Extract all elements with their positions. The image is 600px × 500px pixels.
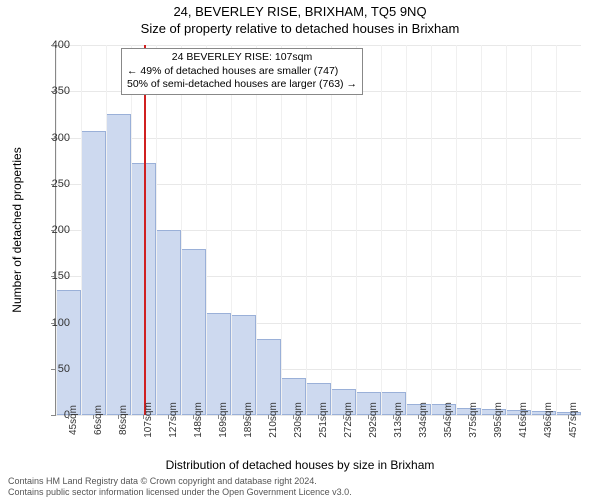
page-title: 24, BEVERLEY RISE, BRIXHAM, TQ5 9NQ [0,4,600,19]
xtick-mark [68,415,69,419]
xtick-label: 45sqm [68,405,79,435]
ytick-mark [51,415,55,416]
xtick-mark [543,415,544,419]
plot-area: 24 BEVERLEY RISE: 107sqm← 49% of detache… [55,45,581,416]
gridline-v [256,45,257,415]
xtick-label: 354sqm [443,402,454,438]
xtick-mark [293,415,294,419]
xtick-label: 148sqm [193,402,204,438]
gridline-v [531,45,532,415]
xtick-mark [318,415,319,419]
ytick-mark [51,369,55,370]
ytick-mark [51,230,55,231]
xtick-label: 127sqm [168,402,179,438]
y-axis-label: Number of detached properties [10,147,24,312]
histogram-bar [156,230,181,415]
gridline-v [381,45,382,415]
gridline-v [481,45,482,415]
histogram-bar [206,313,231,415]
xtick-label: 395sqm [493,402,504,438]
histogram-bar [81,131,106,415]
xtick-label: 230sqm [293,402,304,438]
xtick-mark [393,415,394,419]
gridline-v [356,45,357,415]
xtick-mark [343,415,344,419]
xtick-mark [518,415,519,419]
xtick-label: 272sqm [343,402,354,438]
xtick-label: 86sqm [118,405,129,435]
gridline-v [281,45,282,415]
gridline-h [56,45,581,46]
page-subtitle: Size of property relative to detached ho… [0,21,600,36]
gridline-v [456,45,457,415]
xtick-mark [193,415,194,419]
xtick-label: 416sqm [518,402,529,438]
xtick-mark [143,415,144,419]
annotation-line: 50% of semi-detached houses are larger (… [127,78,357,92]
xtick-mark [468,415,469,419]
gridline-v [81,45,82,415]
ytick-mark [51,276,55,277]
xtick-mark [218,415,219,419]
xtick-label: 292sqm [368,402,379,438]
gridline-v [406,45,407,415]
xtick-label: 107sqm [143,402,154,438]
gridline-v [431,45,432,415]
gridline-v [156,45,157,415]
xtick-mark [93,415,94,419]
xtick-label: 436sqm [543,402,554,438]
xtick-mark [418,415,419,419]
property-marker-line [144,45,146,415]
gridline-v [331,45,332,415]
annotation-line: 24 BEVERLEY RISE: 107sqm [127,51,357,65]
xtick-mark [568,415,569,419]
xtick-label: 313sqm [393,402,404,438]
gridline-v [106,45,107,415]
xtick-label: 66sqm [93,405,104,435]
histogram-bar [56,290,81,415]
histogram-bar [231,315,256,415]
gridline-v [206,45,207,415]
attribution: Contains HM Land Registry data © Crown c… [8,476,352,498]
annotation-line: ← 49% of detached houses are smaller (74… [127,65,357,79]
histogram-bar [181,249,206,416]
xtick-mark [268,415,269,419]
attribution-line1: Contains HM Land Registry data © Crown c… [8,476,352,487]
xtick-mark [443,415,444,419]
ytick-mark [51,184,55,185]
ytick-mark [51,45,55,46]
x-axis-label: Distribution of detached houses by size … [0,458,600,472]
xtick-label: 457sqm [568,402,579,438]
ytick-mark [51,138,55,139]
xtick-mark [368,415,369,419]
xtick-mark [243,415,244,419]
gridline-v [306,45,307,415]
gridline-v [506,45,507,415]
ytick-mark [51,91,55,92]
xtick-mark [118,415,119,419]
gridline-v [556,45,557,415]
xtick-label: 375sqm [468,402,479,438]
xtick-label: 189sqm [243,402,254,438]
xtick-label: 334sqm [418,402,429,438]
ytick-mark [51,323,55,324]
xtick-label: 210sqm [268,402,279,438]
gridline-h [56,138,581,139]
xtick-mark [493,415,494,419]
gridline-v [231,45,232,415]
xtick-label: 251sqm [318,402,329,438]
annotation-box: 24 BEVERLEY RISE: 107sqm← 49% of detache… [121,48,363,95]
xtick-label: 169sqm [218,402,229,438]
ytick-label: 50 [58,363,70,375]
gridline-v [181,45,182,415]
attribution-line2: Contains public sector information licen… [8,487,352,498]
gridline-v [131,45,132,415]
histogram-bar [106,114,131,415]
xtick-mark [168,415,169,419]
